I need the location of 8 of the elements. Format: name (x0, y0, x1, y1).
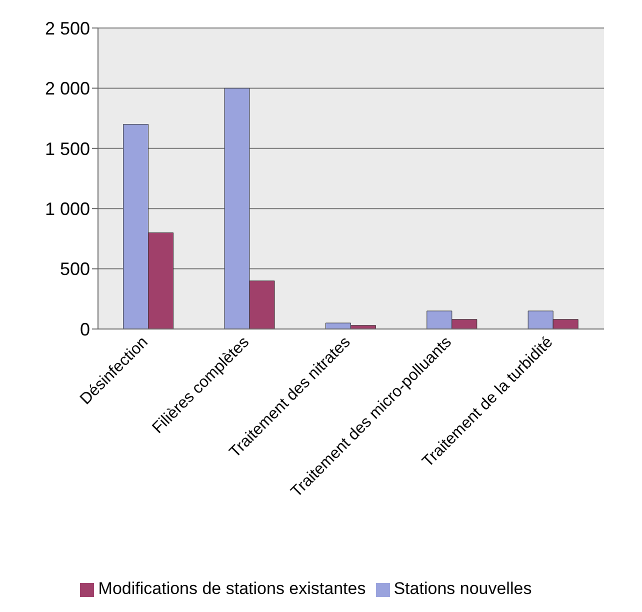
y-tick-label: 500 (60, 259, 90, 280)
y-tick-label: 1 000 (44, 198, 90, 219)
y-tick-label: 0 (80, 319, 90, 340)
y-tick-label: 2 500 (44, 18, 90, 38)
legend-label: Modifications de stations existantes (98, 579, 366, 598)
y-tick-label: 1 500 (44, 138, 90, 159)
legend-label: Stations nouvelles (394, 579, 532, 598)
y-tick-label: 2 000 (44, 78, 90, 99)
